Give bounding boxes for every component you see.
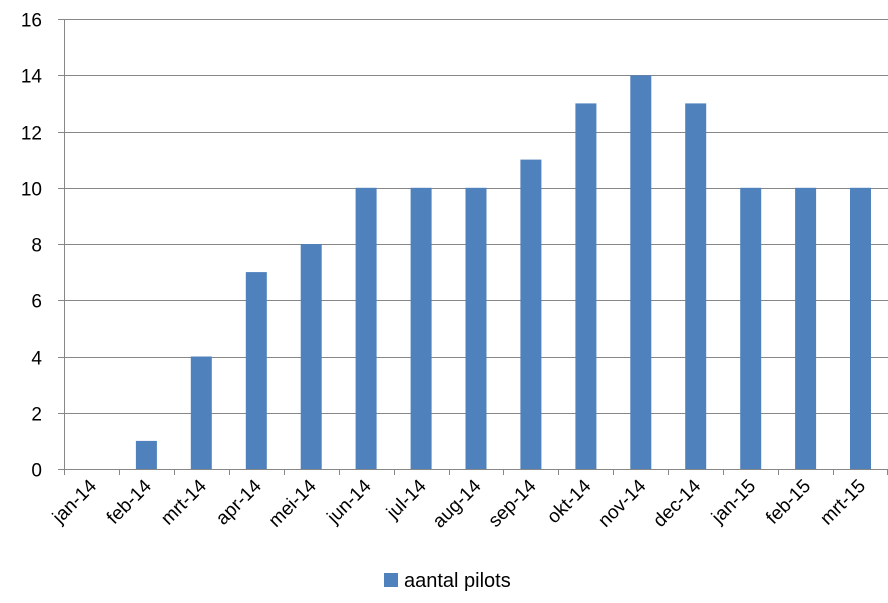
- y-tick-labels: 0 2 4 6 8 10 12 14 16: [21, 11, 43, 482]
- x-tick-label: mrt-14: [157, 475, 211, 529]
- x-tick-label: nov-14: [594, 475, 650, 531]
- x-tick-label: okt-14: [543, 475, 595, 527]
- x-tick-label: aug-14: [429, 475, 486, 532]
- legend-swatch: [384, 573, 398, 587]
- x-tick-label: feb-15: [762, 476, 815, 529]
- y-tick-label: 4: [31, 349, 42, 370]
- x-tick-label: mei-14: [265, 475, 321, 531]
- x-tick-label: feb-14: [103, 475, 156, 528]
- x-tick-label: sep-14: [485, 475, 541, 531]
- bar-aug-14: [465, 187, 487, 470]
- legend-label: aantal pilots: [404, 570, 511, 592]
- bar-feb-14: [135, 440, 157, 469]
- y-tick-label: 10: [21, 180, 42, 201]
- x-tick-label: jun-14: [323, 475, 376, 528]
- bar-dec-14: [685, 103, 707, 470]
- y-tick-label: 14: [21, 67, 43, 88]
- x-tick-label: jan-14: [48, 475, 101, 528]
- x-tick-label: mrt-15: [816, 476, 870, 530]
- y-tick-label: 16: [21, 11, 42, 32]
- y-tick-label: 8: [31, 236, 42, 257]
- x-tick-label: dec-14: [649, 475, 705, 531]
- legend: aantal pilots: [384, 570, 511, 592]
- bar-okt-14: [575, 103, 597, 470]
- bars: [135, 75, 871, 470]
- y-tick-label: 0: [31, 461, 42, 482]
- bar-apr-14: [245, 272, 267, 469]
- x-tick-label: apr-14: [212, 475, 266, 529]
- bar-mei-14: [300, 244, 322, 469]
- bar-feb-15: [795, 187, 817, 470]
- y-tick-label: 12: [21, 124, 42, 145]
- axes: [58, 19, 888, 475]
- bar-jun-14: [355, 187, 377, 470]
- bar-sep-14: [520, 159, 542, 469]
- y-tick-label: 2: [31, 405, 42, 426]
- bar-jul-14: [410, 187, 432, 470]
- x-tick-labels: jan-14 feb-14 mrt-14 apr-14 mei-14 jun-14 jul-…: [48, 475, 870, 532]
- bar-mrt-14: [190, 356, 212, 469]
- bar-nov-14: [630, 75, 652, 470]
- bar-jan-15: [740, 187, 762, 470]
- x-tick-label: jul-14: [382, 475, 431, 524]
- y-tick-label: 6: [31, 292, 42, 313]
- bar-mrt-15: [850, 187, 871, 470]
- x-tick-label: jan-15: [707, 476, 760, 529]
